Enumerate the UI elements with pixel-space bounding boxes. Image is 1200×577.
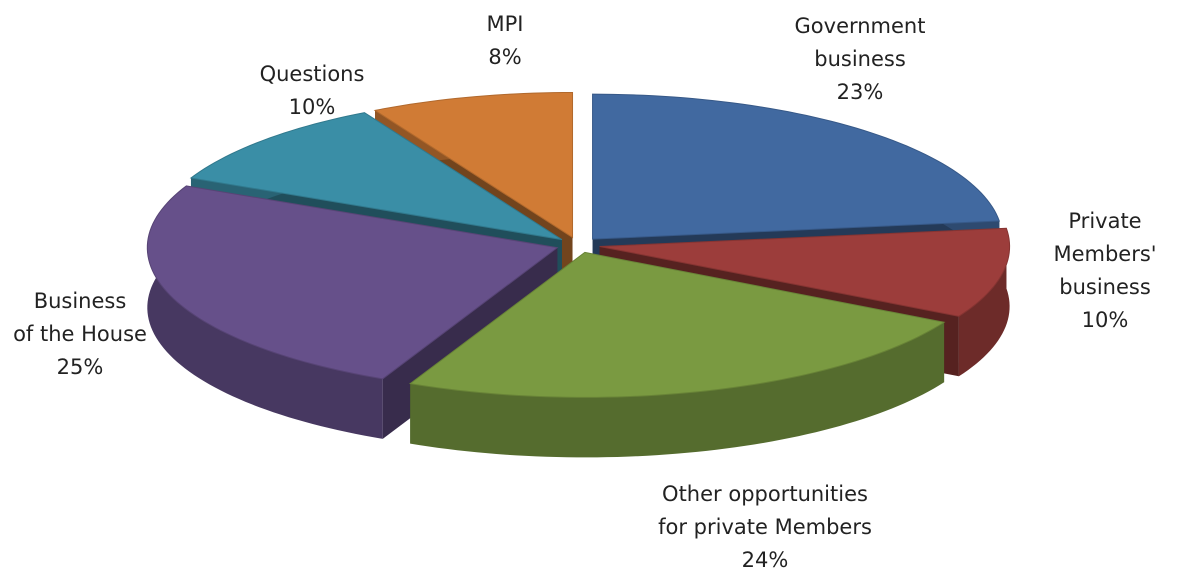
value-label: 25% <box>56 355 104 379</box>
slice-label: MPI 8% <box>487 8 524 74</box>
slice-label: Other opportunities for private Members 2… <box>658 478 872 577</box>
slice <box>592 93 1001 240</box>
value-label: 8% <box>488 45 522 69</box>
slice <box>146 185 559 380</box>
category-label: Private Members' business <box>1053 209 1157 299</box>
slice-side <box>410 322 945 458</box>
slice-tops <box>146 91 1011 398</box>
slice-label: Private Members' business 10% <box>1053 205 1156 337</box>
value-label: 23% <box>836 80 884 104</box>
slice <box>373 91 574 239</box>
slice-label: Business of the House 25% <box>13 285 147 384</box>
slice-side <box>147 185 383 439</box>
value-label: 10% <box>288 95 336 119</box>
value-label: 24% <box>741 548 789 572</box>
slice-label: Government business 23% <box>795 10 926 109</box>
category-label: Other opportunities for private Members <box>658 482 872 539</box>
value-label: 10% <box>1081 308 1129 332</box>
slice <box>599 227 1011 317</box>
category-label: Business of the House <box>13 289 147 346</box>
category-label: MPI <box>486 12 524 36</box>
slice-side <box>958 228 1010 377</box>
slice <box>189 112 563 241</box>
category-label: Questions <box>259 62 365 86</box>
slice-label: Questions 10% <box>260 58 365 124</box>
slice <box>408 251 946 398</box>
category-label: Government business <box>794 14 926 71</box>
